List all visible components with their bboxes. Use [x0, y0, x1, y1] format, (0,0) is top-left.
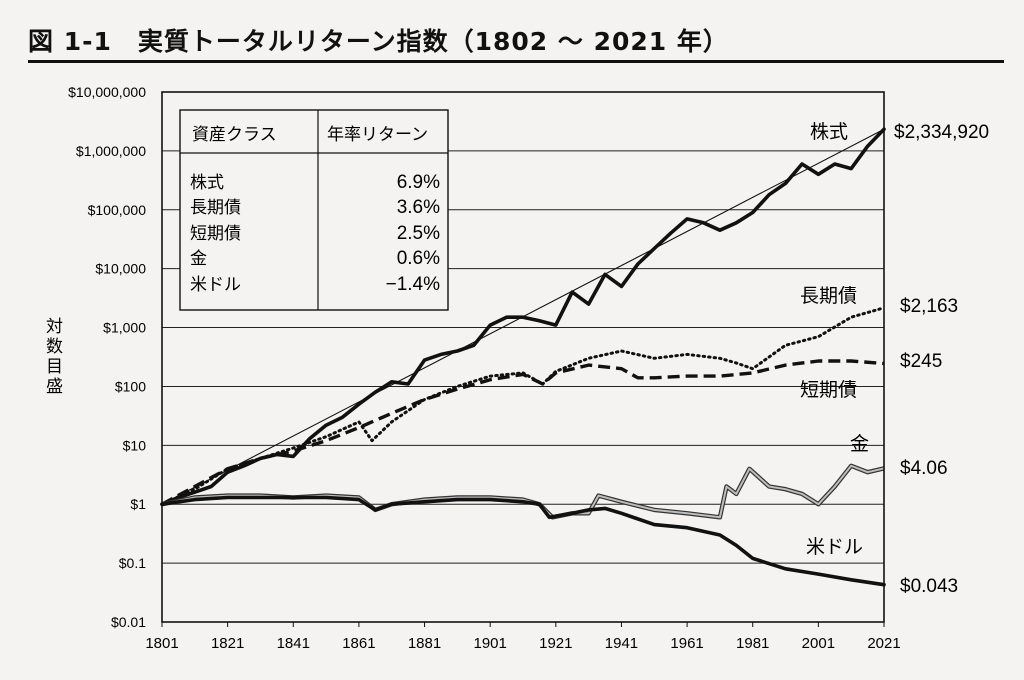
series-label-long-bonds: 長期債	[800, 285, 857, 307]
table-asset-0: 株式	[190, 173, 224, 193]
end-label-short-bills: $245	[900, 351, 942, 372]
table-frame	[179, 109, 449, 311]
table-return-3: 0.6%	[397, 248, 440, 269]
x-tick-label: 1841	[277, 635, 310, 652]
y-tick-label: $1,000	[103, 320, 146, 336]
title-rule	[28, 60, 1004, 63]
series-lines	[160, 127, 886, 587]
end-label-gold: $4.06	[900, 458, 948, 479]
x-tick-label: 1941	[605, 635, 638, 652]
plot-frame	[161, 91, 885, 623]
series-label-gold: 金	[850, 433, 869, 455]
series-label-short-bills: 短期債	[800, 379, 857, 401]
x-tick-label: 1981	[736, 635, 769, 652]
y-tick-label: $0.1	[119, 555, 146, 571]
series-line-short-bills	[161, 359, 885, 506]
end-label-usd: $0.043	[900, 576, 958, 597]
y-tick-label: $10,000	[95, 261, 146, 277]
x-tick-label: 1881	[408, 635, 441, 652]
table-return-0: 6.9%	[397, 172, 440, 193]
end-label-stocks: $2,334,920	[894, 122, 989, 143]
x-tick-label: 2021	[867, 635, 900, 652]
end-label-long-bonds: $2,163	[900, 296, 958, 317]
figure-title: 図 1-1 実質トータルリターン指数（1802 ～ 2021 年）	[28, 27, 729, 56]
y-tick-label: $10,000,000	[68, 84, 146, 100]
return-table: 資産クラス 年率リターン 株式 長期債 短期債 金 米ドル 6.9% 3.6% …	[179, 109, 449, 311]
tick-labels: $10,000,000 $1,000,000 $100,000 $10,000 $1,0…	[68, 84, 901, 652]
y-tick-label: $100,000	[88, 202, 147, 218]
series-line-gold	[161, 464, 885, 519]
y-tick-label: $1,000,000	[76, 143, 146, 159]
x-tick-label: 1861	[342, 635, 375, 652]
table-return-4: −1.4%	[386, 274, 441, 295]
series-line-long-bonds	[160, 306, 886, 506]
y-tick-label: $1	[130, 496, 146, 512]
x-tick-label: 2001	[802, 635, 835, 652]
table-header-asset: 資産クラス	[192, 125, 277, 145]
table-asset-4: 米ドル	[190, 275, 241, 295]
series-line-gold-outline	[161, 463, 885, 520]
y-axis-title: 対数目盛	[42, 317, 63, 397]
table-asset-1: 長期債	[190, 198, 241, 218]
series-label-usd: 米ドル	[806, 536, 863, 558]
x-tick-label: 1901	[473, 635, 506, 652]
series-line-usd	[160, 495, 886, 587]
table-return-2: 2.5%	[397, 223, 440, 244]
table-asset-3: 金	[190, 249, 207, 269]
x-tick-label: 1961	[670, 635, 703, 652]
y-tick-label: $10	[123, 437, 147, 453]
x-tick-label: 1821	[211, 635, 244, 652]
series-label-stocks: 株式	[810, 121, 848, 143]
y-tick-label: $100	[115, 378, 146, 394]
x-tick-label: 1801	[145, 635, 178, 652]
table-header-return: 年率リターン	[327, 125, 428, 145]
table-return-1: 3.6%	[397, 197, 440, 218]
y-tick-label: $0.01	[111, 614, 146, 630]
x-tick-label: 1921	[539, 635, 572, 652]
table-asset-2: 短期債	[190, 224, 241, 244]
